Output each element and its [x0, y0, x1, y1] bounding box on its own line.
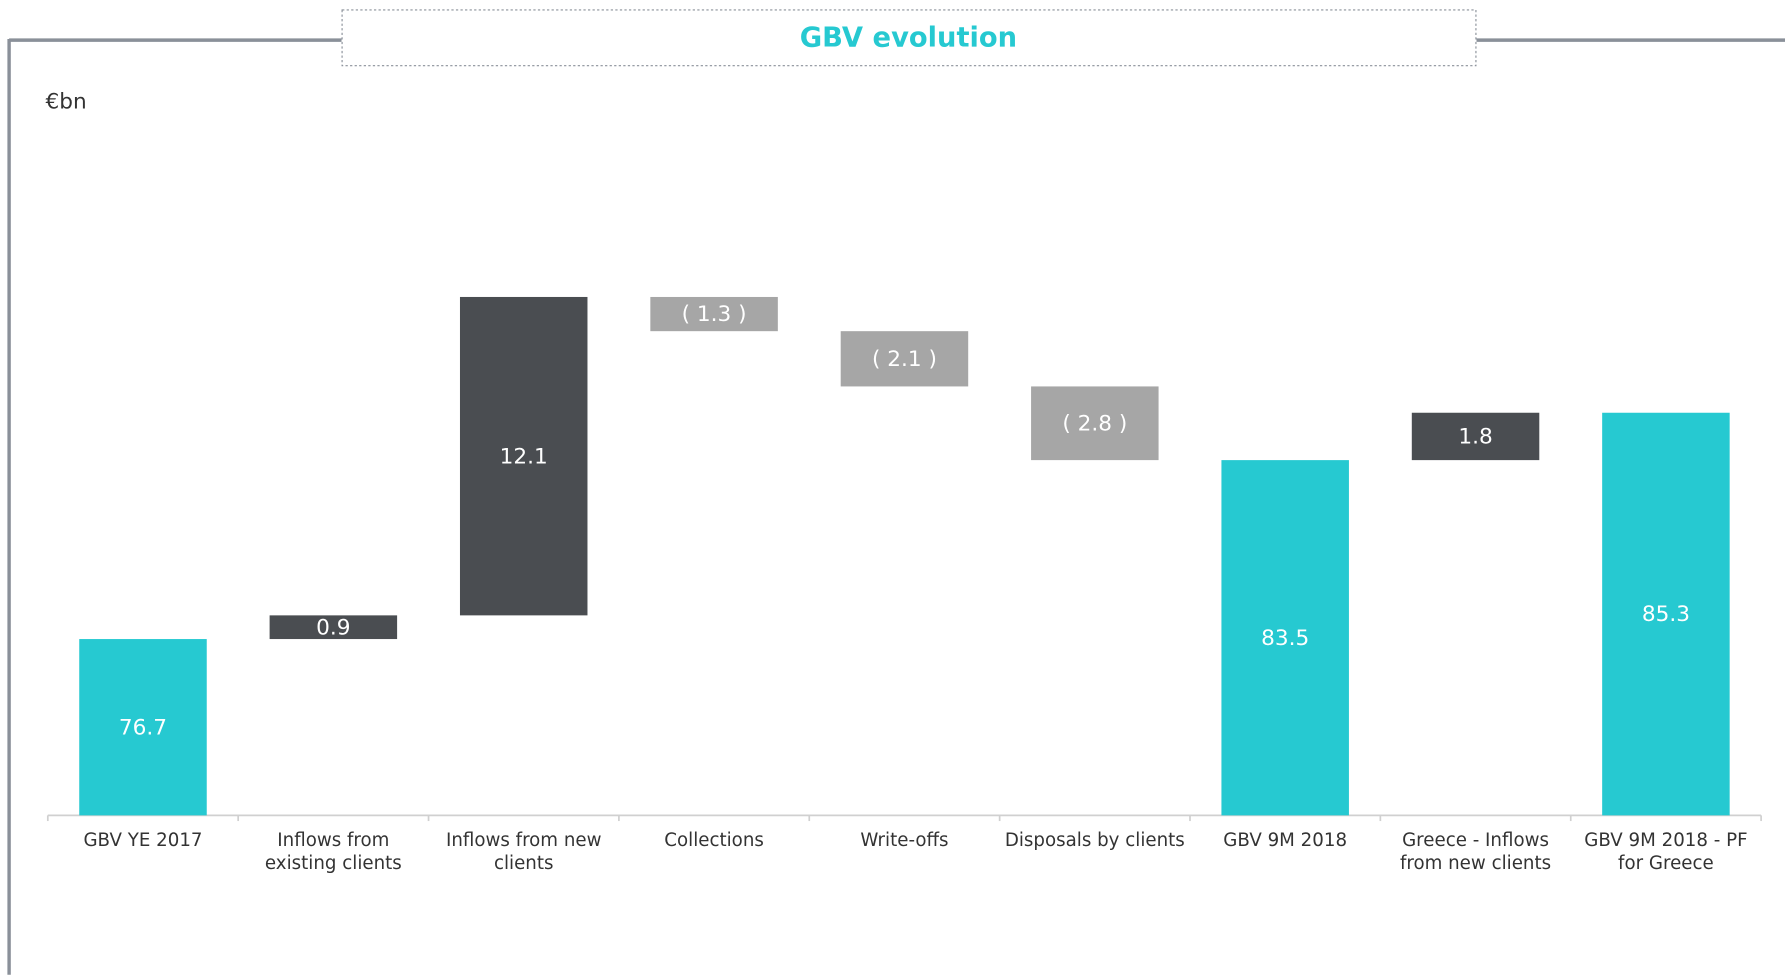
bar	[650, 296, 778, 332]
x-tick-label-box: Write-offs	[860, 829, 949, 851]
x-tick-label-box: GBV 9M 2018 - PF for Greece	[1584, 829, 1748, 874]
x-tick-label: Inflows from new clients	[445, 829, 602, 874]
x-tick-label: Write-offs	[860, 829, 949, 851]
x-tick-label: GBV 9M 2018	[1223, 829, 1348, 851]
value-label: 76.7	[119, 715, 167, 740]
x-tick-label: Inflows from existing clients	[264, 829, 402, 874]
x-tick-label-box: Inflows from new clients	[445, 829, 602, 874]
bar	[269, 615, 398, 640]
bar	[459, 296, 588, 616]
x-tick-label-box: GBV YE 2017	[83, 829, 203, 851]
x-tick-label: Disposals by clients	[1004, 829, 1185, 851]
x-tick-label: Greece - Inflows from new clients	[1399, 829, 1552, 874]
value-label: 83.5	[1261, 626, 1309, 651]
x-tick-label: GBV YE 2017	[83, 829, 203, 851]
bar	[1411, 412, 1540, 461]
value-label: 85.3	[1642, 602, 1690, 627]
bar	[79, 639, 207, 816]
x-tick-label-box: Greece - Inflows from new clients	[1399, 829, 1552, 874]
x-tick-label-box: Collections	[664, 829, 764, 851]
chart-title: GBV evolution	[800, 22, 1017, 53]
bar	[1221, 460, 1349, 816]
x-tick-label: GBV 9M 2018 - PF for Greece	[1584, 829, 1748, 874]
value-label: 0.9	[316, 615, 350, 640]
x-tick-label-box: GBV 9M 2018	[1223, 829, 1348, 851]
x-tick-label-box: Inflows from existing clients	[264, 829, 402, 874]
value-label: 12.1	[500, 444, 548, 469]
x-tick-label-box: Disposals by clients	[1004, 829, 1185, 851]
x-tick-label: Collections	[664, 829, 764, 851]
value-label: 1.8	[1458, 425, 1492, 450]
bar	[840, 331, 969, 387]
title-box	[341, 9, 1477, 67]
value-label: ( 1.3 )	[682, 302, 747, 327]
bar	[1031, 386, 1159, 461]
unit-label: €bn	[46, 90, 87, 115]
bar	[1602, 412, 1730, 816]
value-label: ( 2.8 )	[1062, 411, 1127, 436]
value-label: ( 2.1 )	[872, 347, 937, 372]
